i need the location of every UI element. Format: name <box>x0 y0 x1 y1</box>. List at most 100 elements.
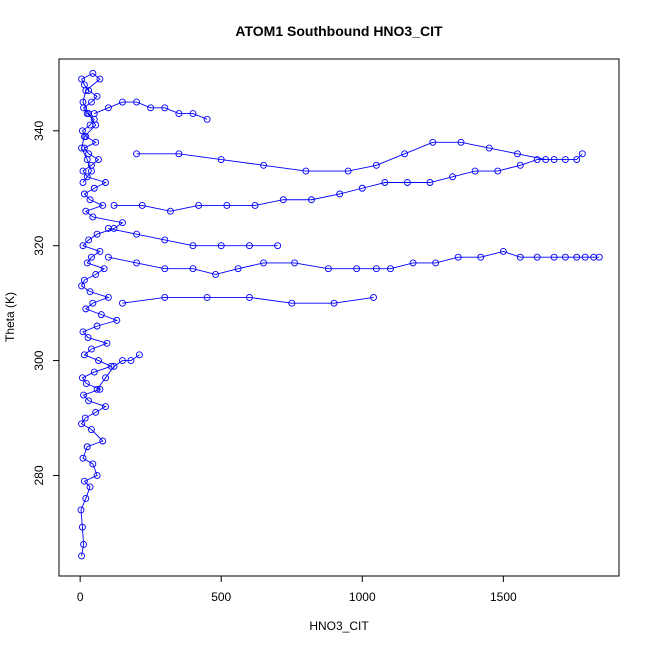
data-point <box>89 299 97 307</box>
data-point <box>78 144 86 152</box>
data-point <box>95 357 102 365</box>
data-point <box>288 299 296 307</box>
data-point <box>499 247 507 255</box>
data-point <box>358 184 366 192</box>
data-point <box>401 150 409 158</box>
data-point <box>89 69 97 77</box>
data-point <box>279 196 287 204</box>
data-point <box>217 156 225 163</box>
data-point <box>189 265 197 273</box>
data-point <box>79 454 87 462</box>
data-point <box>403 179 411 186</box>
data-point <box>93 322 101 330</box>
data-point <box>161 265 169 273</box>
data-point <box>79 98 87 106</box>
data-point <box>96 385 104 393</box>
data-point <box>85 87 93 95</box>
data-point <box>308 196 315 204</box>
series-line <box>94 101 208 120</box>
data-point <box>81 414 89 422</box>
data-point <box>203 293 211 301</box>
data-point <box>135 351 143 359</box>
data-point <box>573 253 581 261</box>
data-point <box>84 334 92 342</box>
data-point <box>87 253 95 261</box>
data-point <box>82 207 90 215</box>
data-point <box>80 391 87 399</box>
data-point <box>381 179 389 186</box>
chart-title: ATOM1 Southbound HNO3_CIT <box>235 23 443 39</box>
data-point <box>161 104 169 112</box>
data-point <box>550 253 558 261</box>
data-point <box>96 247 104 255</box>
data-point <box>175 150 183 158</box>
data-point <box>102 374 109 382</box>
data-point <box>223 202 231 209</box>
data-point <box>83 156 91 163</box>
data-point <box>80 540 87 548</box>
data-point <box>78 75 86 83</box>
data-point <box>573 156 581 163</box>
data-point <box>87 167 95 175</box>
x-axis: 0 500 1000 1500 <box>77 575 517 604</box>
data-point <box>92 270 100 278</box>
data-point <box>302 167 310 175</box>
series-group <box>77 69 603 560</box>
data-point <box>96 75 104 83</box>
data-point <box>119 299 126 307</box>
data-point <box>87 98 95 106</box>
data-point <box>78 523 86 531</box>
data-point <box>513 150 521 158</box>
data-point <box>471 167 479 175</box>
data-point <box>175 110 183 118</box>
x-tick-label: 500 <box>211 590 231 604</box>
data-point <box>89 460 97 468</box>
data-point <box>353 265 361 273</box>
data-point <box>561 156 569 163</box>
data-point <box>426 179 434 186</box>
data-point <box>99 202 107 209</box>
data-point <box>291 259 299 267</box>
data-point <box>133 230 141 238</box>
data-point <box>485 144 493 152</box>
y-tick-label: 280 <box>32 465 46 485</box>
data-point <box>78 420 86 428</box>
data-point <box>578 150 586 158</box>
data-point <box>85 236 93 244</box>
x-tick-label: 0 <box>77 590 84 604</box>
data-point <box>82 305 90 313</box>
data-point <box>127 357 135 365</box>
data-point <box>83 259 91 267</box>
data-point <box>79 242 87 250</box>
plot-area <box>77 69 603 560</box>
data-point <box>87 426 95 433</box>
y-tick-label: 300 <box>32 350 46 370</box>
data-point <box>78 374 86 382</box>
data-point <box>245 293 253 301</box>
data-point <box>516 161 524 169</box>
data-point <box>86 483 94 491</box>
data-point <box>80 144 88 152</box>
data-point <box>189 110 197 118</box>
data-point <box>97 311 105 319</box>
data-point <box>234 265 242 273</box>
data-point <box>147 104 155 112</box>
data-point <box>542 156 550 163</box>
data-point <box>80 351 88 359</box>
data-point <box>477 253 485 261</box>
data-point <box>110 202 118 209</box>
y-axis-label: Theta (K) <box>3 292 17 342</box>
data-point <box>550 156 558 163</box>
x-tick-label: 1500 <box>490 590 517 604</box>
data-point <box>86 288 94 296</box>
data-point <box>79 179 87 186</box>
data-point <box>87 345 95 353</box>
data-point <box>212 270 220 278</box>
data-point <box>119 357 126 365</box>
data-point <box>370 293 378 301</box>
data-point <box>330 299 338 307</box>
plot-frame <box>58 58 620 577</box>
data-point <box>494 167 502 175</box>
data-point <box>138 202 146 209</box>
